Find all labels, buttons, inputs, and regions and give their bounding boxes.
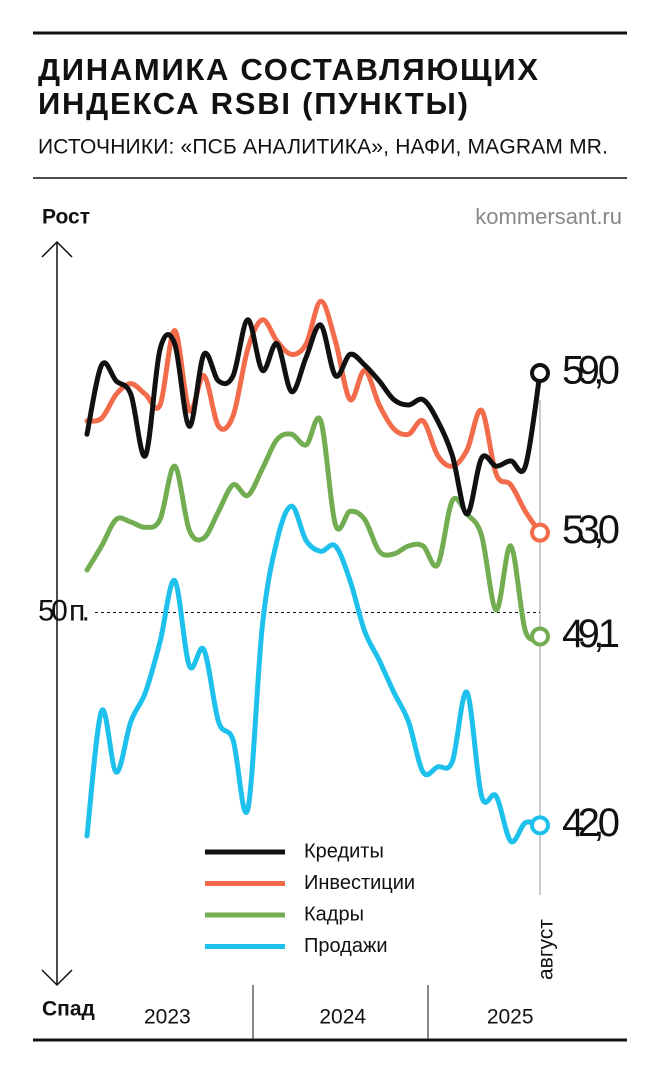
legend-label: Кадры <box>304 903 364 925</box>
chart-subtitle: ИСТОЧНИКИ: «ПСБ АНАЛИТИКА», НАФИ, MAGRAM… <box>38 136 608 159</box>
axis-arrow <box>41 240 73 987</box>
end-label: 49,1 <box>562 612 620 656</box>
line <box>84 317 543 517</box>
end-label: 53,0 <box>562 508 620 552</box>
line <box>84 503 543 845</box>
end-marker <box>530 626 550 647</box>
site: kommersant.ru <box>475 204 622 229</box>
year-label: 2025 <box>487 1006 534 1029</box>
legend-label: Продажи <box>304 935 388 957</box>
end-marker <box>530 522 550 543</box>
reference-label: 50 п. <box>38 594 90 627</box>
legend-label: Инвестиции <box>304 872 415 894</box>
chart-title: ДИНАМИКА СОСТАВЛЯЮЩИХ <box>38 52 538 87</box>
y-top-label: Рост <box>42 206 90 229</box>
x-tick-label: август <box>535 919 558 980</box>
line <box>84 415 543 642</box>
end-marker <box>530 363 550 384</box>
line <box>84 298 543 536</box>
end-label: 42,0 <box>562 801 620 845</box>
end-marker <box>530 815 550 836</box>
year-label: 2024 <box>319 1006 366 1029</box>
legend-label: Кредиты <box>304 840 384 862</box>
end-label: 59,0 <box>562 349 620 393</box>
chart-title: ИНДЕКСА RSBI (ПУНКТЫ) <box>38 86 468 121</box>
y-bottom-label: Спад <box>42 998 95 1021</box>
year-label: 2023 <box>144 1006 191 1029</box>
